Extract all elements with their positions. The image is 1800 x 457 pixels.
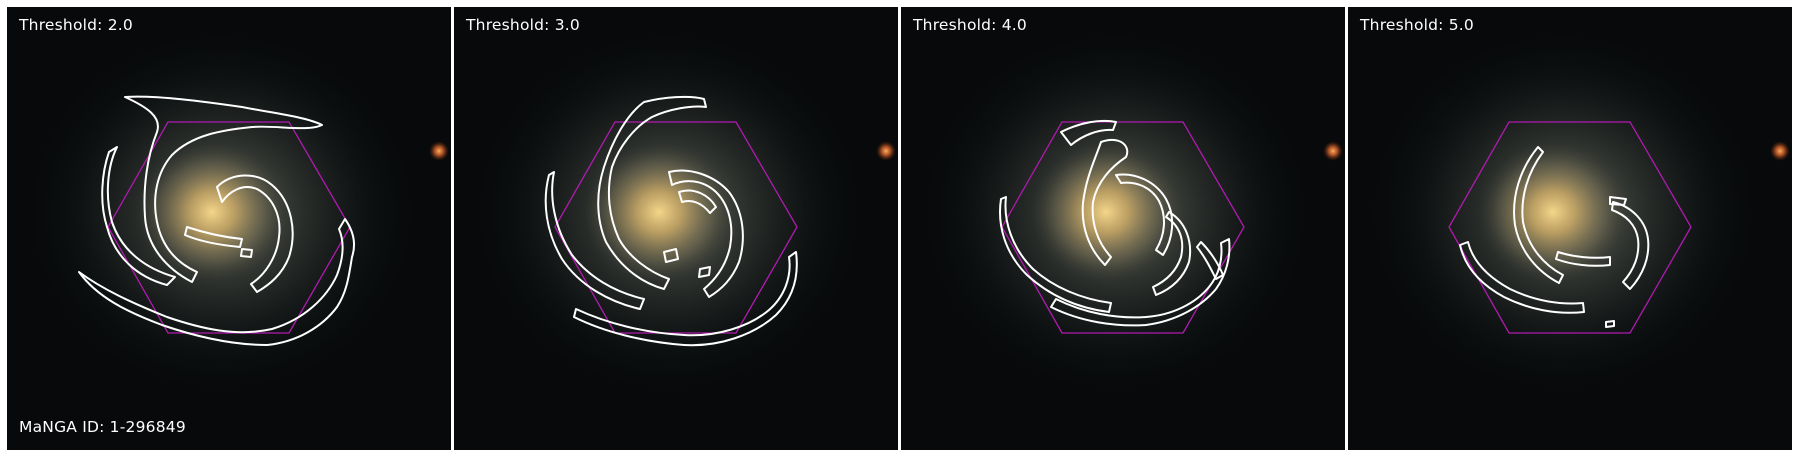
- threshold-label: Threshold: 5.0: [1360, 16, 1474, 34]
- footprint-hexagon: [1448, 121, 1692, 334]
- arm-contours: [544, 95, 798, 347]
- footprint-hexagon: [554, 121, 798, 334]
- galaxy-image: [7, 7, 451, 450]
- foreground-star: [876, 141, 896, 161]
- threshold-panel-1: Threshold: 2.0 MaNGA ID: 1-296849: [7, 7, 451, 450]
- threshold-label: Threshold: 4.0: [913, 16, 1027, 34]
- foreground-star: [1323, 141, 1343, 161]
- galaxy-image: [1348, 7, 1792, 450]
- threshold-panel-4: Threshold: 5.0: [1348, 7, 1792, 450]
- galaxy-image: [901, 7, 1345, 450]
- arm-contours: [78, 95, 355, 346]
- threshold-panel-3: Threshold: 4.0: [901, 7, 1345, 450]
- threshold-label: Threshold: 2.0: [19, 16, 133, 34]
- arm-contours: [1459, 146, 1650, 328]
- arm-contours: [999, 119, 1231, 327]
- foreground-star: [1770, 141, 1790, 161]
- threshold-label: Threshold: 3.0: [466, 16, 580, 34]
- foreground-star: [429, 141, 449, 161]
- threshold-panel-2: Threshold: 3.0: [454, 7, 898, 450]
- galaxy-image: [454, 7, 898, 450]
- manga-id-label: MaNGA ID: 1-296849: [19, 418, 186, 436]
